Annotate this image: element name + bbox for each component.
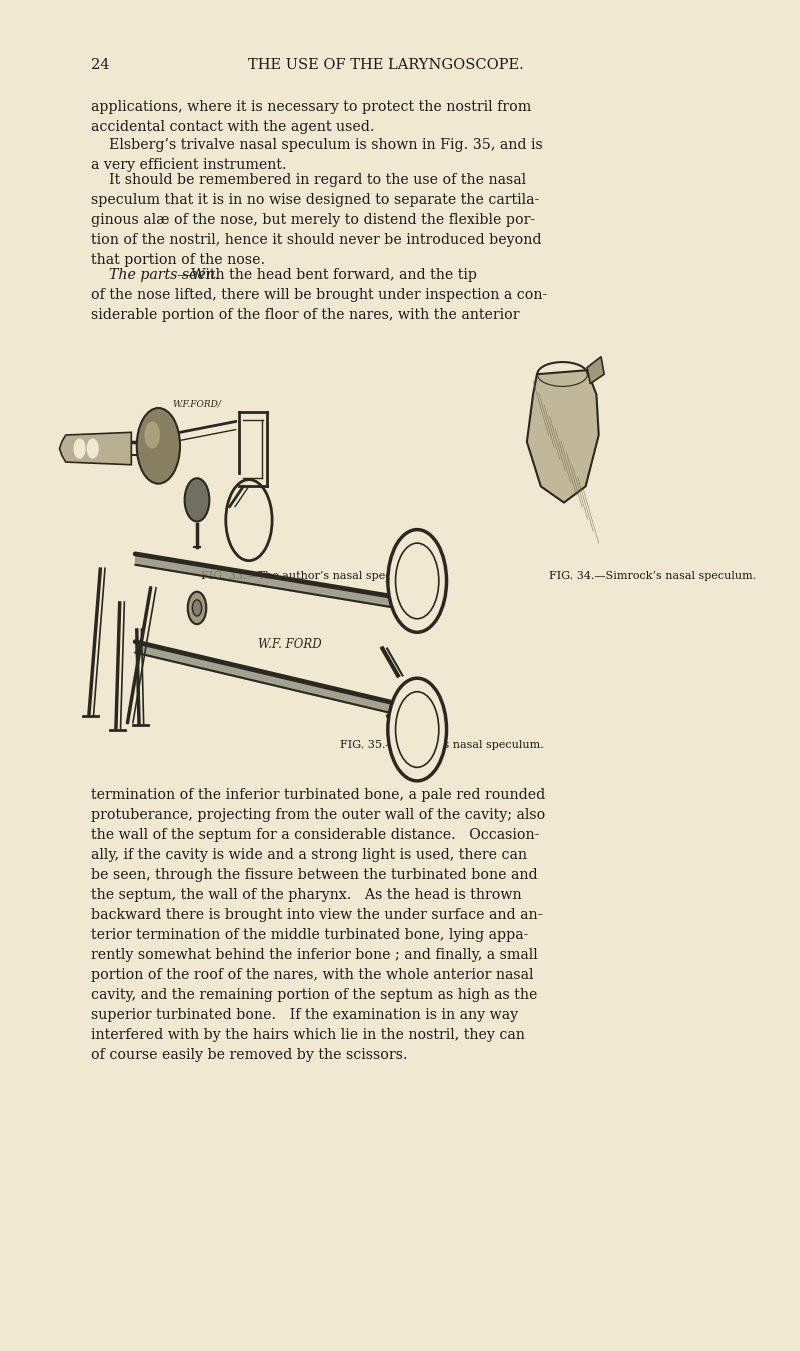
Circle shape (388, 530, 446, 632)
Circle shape (395, 692, 439, 767)
Text: the wall of the septum for a considerable distance.   Occasion-: the wall of the septum for a considerabl… (91, 828, 539, 842)
Text: rently somewhat behind the inferior bone ; and finally, a small: rently somewhat behind the inferior bone… (91, 947, 538, 962)
Polygon shape (59, 432, 131, 465)
Text: applications, where it is necessary to protect the nostril from: applications, where it is necessary to p… (91, 100, 531, 113)
Text: FIG. 33.—The author’s nasal speculum.: FIG. 33.—The author’s nasal speculum. (201, 570, 423, 581)
Text: The parts seen.: The parts seen. (91, 269, 220, 282)
Text: portion of the roof of the nares, with the whole anterior nasal: portion of the roof of the nares, with t… (91, 967, 534, 982)
Text: FIG. 35.—Elsberg’s nasal speculum.: FIG. 35.—Elsberg’s nasal speculum. (340, 740, 544, 750)
Polygon shape (527, 370, 598, 503)
Text: tion of the nostril, hence it should never be introduced beyond: tion of the nostril, hence it should nev… (91, 232, 542, 247)
Circle shape (188, 592, 206, 624)
Text: accidental contact with the agent used.: accidental contact with the agent used. (91, 120, 374, 134)
Text: a very efficient instrument.: a very efficient instrument. (91, 158, 286, 172)
Text: W.F. FORD: W.F. FORD (258, 638, 322, 651)
Text: W.F.FORD/: W.F.FORD/ (173, 399, 222, 408)
Text: ginous alæ of the nose, but merely to distend the flexible por-: ginous alæ of the nose, but merely to di… (91, 213, 535, 227)
Text: of the nose lifted, there will be brought under inspection a con-: of the nose lifted, there will be brough… (91, 288, 547, 303)
Circle shape (137, 408, 180, 484)
Text: the septum, the wall of the pharynx.   As the head is thrown: the septum, the wall of the pharynx. As … (91, 888, 522, 901)
Circle shape (74, 439, 85, 458)
Text: —With the head bent forward, and the tip: —With the head bent forward, and the tip (177, 269, 477, 282)
Text: speculum that it is in no wise designed to separate the cartila-: speculum that it is in no wise designed … (91, 193, 539, 207)
Text: Elsberg’s trivalve nasal speculum is shown in Fig. 35, and is: Elsberg’s trivalve nasal speculum is sho… (91, 138, 543, 151)
Text: protuberance, projecting from the outer wall of the cavity; also: protuberance, projecting from the outer … (91, 808, 546, 821)
Circle shape (185, 478, 210, 521)
Text: siderable portion of the floor of the nares, with the anterior: siderable portion of the floor of the na… (91, 308, 520, 322)
Text: ally, if the cavity is wide and a strong light is used, there can: ally, if the cavity is wide and a strong… (91, 847, 527, 862)
Text: termination of the inferior turbinated bone, a pale red rounded: termination of the inferior turbinated b… (91, 788, 546, 801)
Text: that portion of the nose.: that portion of the nose. (91, 253, 266, 267)
Circle shape (145, 422, 160, 449)
Text: It should be remembered in regard to the use of the nasal: It should be remembered in regard to the… (91, 173, 526, 186)
Text: of course easily be removed by the scissors.: of course easily be removed by the sciss… (91, 1047, 408, 1062)
Circle shape (388, 678, 446, 781)
Polygon shape (587, 357, 604, 384)
Text: THE USE OF THE LARYNGOSCOPE.: THE USE OF THE LARYNGOSCOPE. (248, 58, 524, 72)
Text: superior turbinated bone.   If the examination is in any way: superior turbinated bone. If the examina… (91, 1008, 518, 1021)
Text: interfered with by the hairs which lie in the nostril, they can: interfered with by the hairs which lie i… (91, 1028, 525, 1042)
Circle shape (395, 543, 439, 619)
Text: FIG. 34.—Simrock’s nasal speculum.: FIG. 34.—Simrock’s nasal speculum. (549, 570, 756, 581)
Text: backward there is brought into view the under surface and an-: backward there is brought into view the … (91, 908, 542, 921)
Text: be seen, through the fissure between the turbinated bone and: be seen, through the fissure between the… (91, 867, 538, 882)
Text: cavity, and the remaining portion of the septum as high as the: cavity, and the remaining portion of the… (91, 988, 538, 1001)
Text: terior termination of the middle turbinated bone, lying appa-: terior termination of the middle turbina… (91, 928, 529, 942)
Circle shape (87, 439, 98, 458)
Text: 24: 24 (91, 58, 110, 72)
Circle shape (192, 600, 202, 616)
